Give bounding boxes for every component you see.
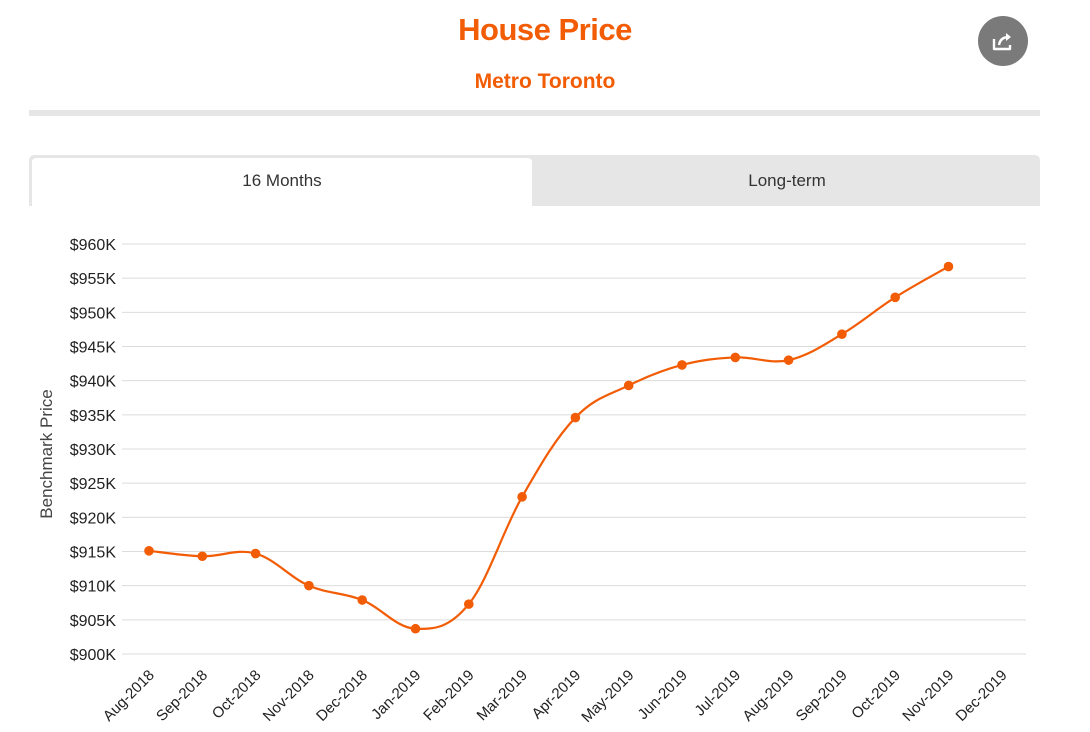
header-divider <box>29 110 1040 116</box>
chart-title: House Price <box>458 12 632 47</box>
y-tick-label: $955K <box>70 271 117 288</box>
y-axis-label: Benchmark Price <box>37 389 56 518</box>
x-tick-label: Apr-2019 <box>529 667 585 723</box>
tab-bar: 16 Months Long-term <box>29 155 1040 206</box>
x-tick-label: Sep-2018 <box>153 667 211 725</box>
data-point <box>517 492 527 502</box>
data-point <box>197 551 208 562</box>
data-point <box>837 329 847 339</box>
data-point <box>410 623 421 634</box>
x-tick-label: Sep-2019 <box>793 667 851 725</box>
series-line <box>148 265 950 630</box>
data-point <box>890 292 900 303</box>
x-tick-label: Aug-2018 <box>100 667 158 725</box>
x-tick-label: Jul-2019 <box>691 667 744 720</box>
tab-long-term[interactable]: Long-term <box>748 171 826 190</box>
data-point <box>943 261 954 272</box>
data-point <box>250 548 261 559</box>
share-button[interactable] <box>978 16 1028 66</box>
x-tick-label: Jun-2019 <box>635 667 691 723</box>
y-tick-label: $900K <box>70 647 117 664</box>
x-tick-label: Oct-2019 <box>848 667 904 723</box>
x-tick-label: Mar-2019 <box>474 667 531 724</box>
y-tick-label: $905K <box>70 613 117 630</box>
data-point <box>783 355 794 365</box>
line-chart: $900K $905K $910K $915K $920K $925K $930K $935K… <box>37 237 1026 726</box>
data-point <box>730 352 741 363</box>
data-point <box>304 580 314 591</box>
y-tick-label: $915K <box>70 545 117 562</box>
y-tick-label: $920K <box>70 510 117 527</box>
tab-16-months[interactable]: 16 Months <box>32 158 532 206</box>
y-tick-label: $945K <box>70 340 117 357</box>
y-tick-label: $910K <box>70 579 117 596</box>
x-tick-label: Dec-2018 <box>313 667 371 725</box>
data-point <box>357 595 368 605</box>
data-point <box>144 546 154 556</box>
x-tick-label: Nov-2018 <box>260 667 318 725</box>
y-tick-label: $950K <box>70 305 117 322</box>
data-point <box>677 360 687 370</box>
data-point <box>570 412 581 423</box>
x-tick-label: Feb-2019 <box>420 667 477 724</box>
y-tick-label: $930K <box>70 442 117 459</box>
data-point <box>464 599 474 609</box>
chart-subtitle: Metro Toronto <box>474 70 616 93</box>
x-tick-label: Aug-2019 <box>739 667 797 725</box>
x-tick-label: Jan-2019 <box>368 667 424 723</box>
x-tick-label: Oct-2018 <box>209 667 265 723</box>
x-tick-label: Dec-2019 <box>953 667 1011 725</box>
y-tick-label: $925K <box>70 476 117 493</box>
data-point <box>623 380 634 391</box>
y-tick-label: $940K <box>70 374 117 391</box>
y-tick-label: $960K <box>70 237 117 254</box>
share-icon <box>992 33 1012 51</box>
x-tick-label: Nov-2019 <box>899 667 957 725</box>
y-tick-label: $935K <box>70 408 117 425</box>
x-tick-label: May-2019 <box>578 667 637 726</box>
